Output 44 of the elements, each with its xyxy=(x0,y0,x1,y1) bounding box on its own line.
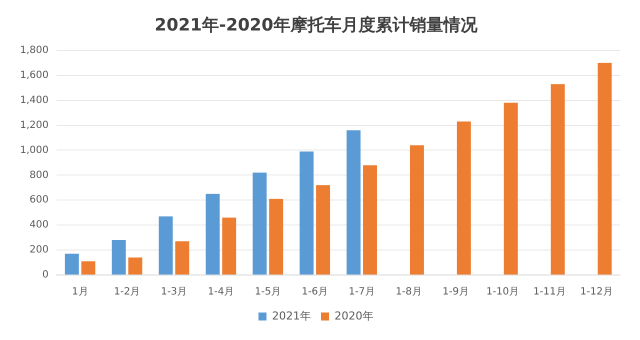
x-tick-label: 1-8月 xyxy=(396,286,422,298)
bar xyxy=(269,198,284,274)
bar xyxy=(222,218,236,274)
y-tick-label: 600 xyxy=(30,194,49,206)
bar xyxy=(300,151,314,274)
y-tick-label: 800 xyxy=(30,170,49,181)
bar xyxy=(316,185,330,274)
legend-label: 2020年 xyxy=(334,309,374,322)
x-tick-label: 1-9月 xyxy=(442,286,469,298)
bar xyxy=(456,122,471,274)
y-tick-label: 0 xyxy=(42,270,49,281)
bar xyxy=(158,216,173,274)
x-tick-label: 1-11月 xyxy=(533,286,566,298)
bar xyxy=(598,62,612,274)
bar xyxy=(550,84,565,274)
bar xyxy=(346,130,361,274)
y-tick-label: 1,200 xyxy=(20,120,49,131)
x-tick-label: 1-5月 xyxy=(254,286,282,298)
x-tick-label: 1月 xyxy=(72,286,88,298)
y-tick-label: 1,800 xyxy=(20,44,49,56)
x-tick-label: 1-4月 xyxy=(208,286,234,298)
x-tick-label: 1-3月 xyxy=(160,286,188,298)
x-tick-label: 1-2月 xyxy=(114,286,140,298)
bar xyxy=(175,241,190,274)
bar xyxy=(81,261,96,274)
bar xyxy=(410,145,424,274)
bar xyxy=(112,240,126,274)
x-tick-label: 1-7月 xyxy=(348,286,375,298)
y-tick-label: 1,600 xyxy=(20,70,49,81)
bar xyxy=(252,172,267,274)
x-tick-label: 1-6月 xyxy=(302,286,328,298)
y-tick-label: 200 xyxy=(30,244,49,256)
bar xyxy=(64,254,79,274)
bar xyxy=(206,194,220,274)
x-tick-label: 1-12月 xyxy=(580,286,613,298)
x-tick-label: 1-10月 xyxy=(486,286,519,298)
bar xyxy=(128,258,142,274)
bar xyxy=(504,102,518,274)
legend-label: 2021年 xyxy=(272,309,312,322)
y-tick-label: 400 xyxy=(30,220,49,231)
y-tick-label: 1,400 xyxy=(20,94,49,106)
y-tick-label: 1,000 xyxy=(20,144,49,156)
chart-title: 2021年-2020年摩托车月度累计销量情况 xyxy=(154,16,478,36)
bar xyxy=(363,165,377,274)
